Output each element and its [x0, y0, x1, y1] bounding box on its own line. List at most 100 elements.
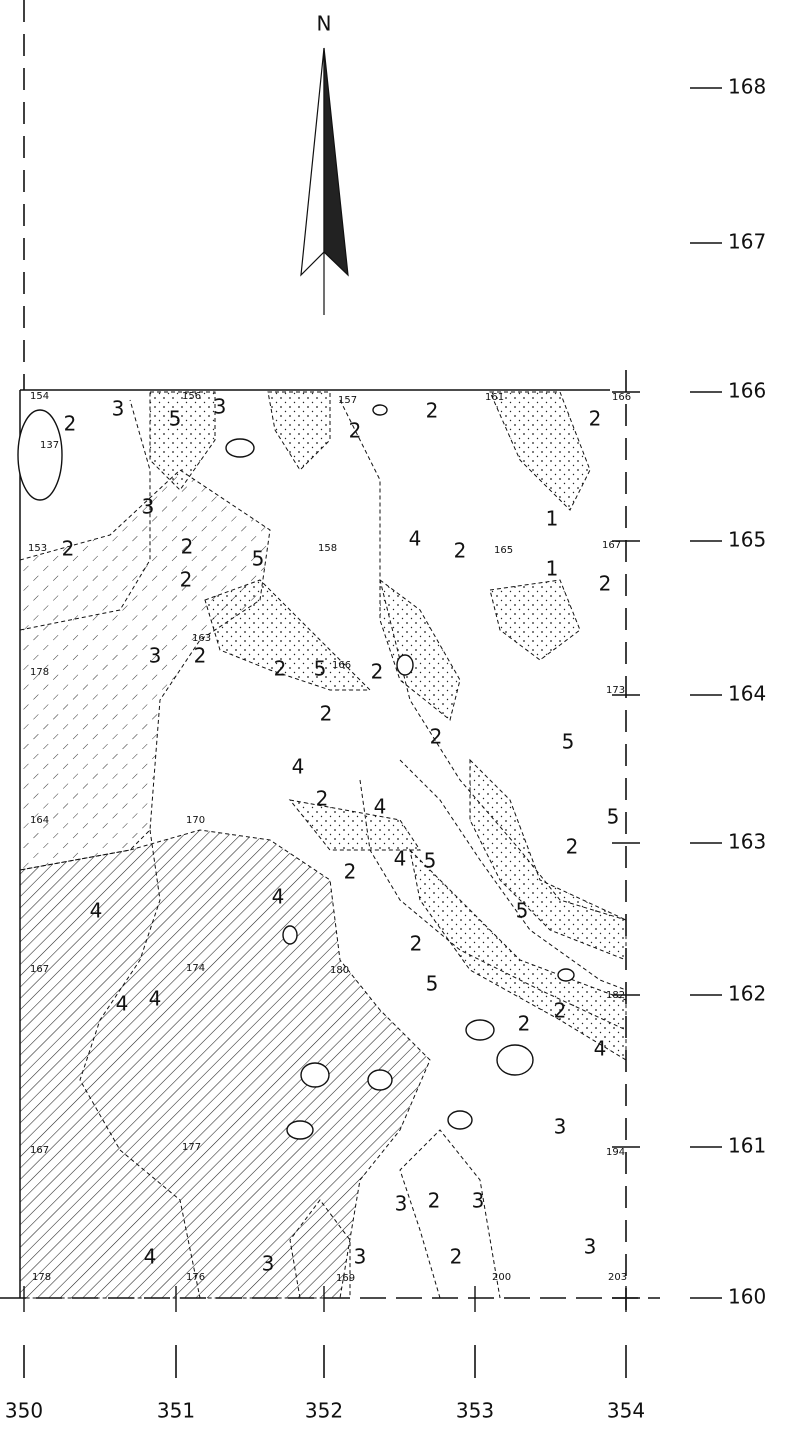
zone-number: 5 — [516, 899, 529, 923]
zone-number: 5 — [424, 849, 437, 873]
elevation-label: 158 — [318, 543, 337, 554]
zone-number: 2 — [428, 1189, 441, 1213]
northing-label: 164 — [728, 682, 766, 706]
elevation-label: 169 — [336, 1273, 355, 1284]
zone-number: 2 — [181, 535, 194, 559]
zone-number: 2 — [344, 860, 357, 884]
elevation-label: 178 — [32, 1272, 51, 1283]
zone-number: 2 — [566, 835, 579, 859]
zone-number: 5 — [314, 657, 327, 681]
zone-number: 4 — [594, 1037, 607, 1061]
zone-number: 1 — [546, 557, 559, 581]
zone-number: 2 — [554, 999, 567, 1023]
zone-number: 4 — [394, 847, 407, 871]
elevation-label: 177 — [182, 1142, 201, 1153]
zone-number: 4 — [116, 992, 129, 1016]
easting-label: 354 — [607, 1399, 645, 1423]
zone-number: 2 — [274, 657, 287, 681]
elevation-label: 161 — [485, 392, 504, 403]
zone-number: 2 — [320, 702, 333, 726]
zone-number: 3 — [584, 1235, 597, 1259]
zone-number: 5 — [169, 407, 182, 431]
elevation-label: 178 — [30, 667, 49, 678]
elevation-label: 203 — [608, 1272, 627, 1283]
elevation-label: 165 — [494, 545, 513, 556]
zone-number: 5 — [607, 805, 620, 829]
zone-boundaries — [19, 399, 627, 1299]
zone-number: 4 — [272, 885, 285, 909]
northing-label: 166 — [728, 379, 766, 403]
elevation-label: 153 — [28, 543, 47, 554]
stones — [17, 404, 575, 1140]
northing-label: 165 — [728, 528, 766, 552]
elevation-label: 163 — [192, 633, 211, 644]
elevation-label: 180 — [330, 965, 349, 976]
zone-number: 2 — [349, 419, 362, 443]
elevation-label: 170 — [186, 815, 205, 826]
elevation-label: 174 — [186, 963, 205, 974]
elevation-label: 164 — [30, 815, 49, 826]
easting-label: 353 — [456, 1399, 494, 1423]
easting-label: 351 — [157, 1399, 195, 1423]
zone-number: 4 — [144, 1245, 157, 1269]
zone-number: 3 — [554, 1115, 567, 1139]
zone-number: 3 — [142, 495, 155, 519]
easting-label: 352 — [305, 1399, 343, 1423]
zone-number: 3 — [112, 397, 125, 421]
zone-number: 5 — [426, 972, 439, 996]
zone-number: 2 — [371, 660, 384, 684]
zone-number: 2 — [518, 1012, 531, 1036]
elevation-label: 182 — [606, 990, 625, 1001]
zone-number: 2 — [454, 539, 467, 563]
zone-number: 5 — [252, 547, 265, 571]
zone-number: 2 — [194, 644, 207, 668]
zone-number: 2 — [180, 568, 193, 592]
zone-number: 2 — [410, 932, 423, 956]
elevation-label: 167 — [30, 964, 49, 975]
elevation-label: 200 — [492, 1272, 511, 1283]
zone-number: 2 — [62, 537, 75, 561]
zone-number: 2 — [316, 787, 329, 811]
zone-number: 4 — [409, 527, 422, 551]
zone-number: 4 — [374, 795, 387, 819]
zone-number: 3 — [214, 395, 227, 419]
zone-number: 2 — [426, 399, 439, 423]
zone-number: 4 — [292, 755, 305, 779]
north-label: N — [317, 12, 332, 36]
zone-number: 2 — [450, 1245, 463, 1269]
northing-label: 163 — [728, 830, 766, 854]
elevation-label: 176 — [186, 1272, 205, 1283]
northing-label: 168 — [728, 75, 766, 99]
elevation-label: 154 — [30, 391, 49, 402]
zone-number: 3 — [149, 644, 162, 668]
elevation-label: 194 — [606, 1147, 625, 1158]
elevation-label: 166 — [612, 392, 631, 403]
zone-number: 4 — [149, 987, 162, 1011]
zone-number: 3 — [262, 1252, 275, 1276]
hatched-areas — [19, 469, 431, 1299]
elevation-label: 173 — [606, 685, 625, 696]
elevation-label: 137 — [40, 440, 59, 451]
elevation-label: 166 — [332, 660, 351, 671]
zone-number: 2 — [589, 407, 602, 431]
elevation-label: 167 — [30, 1145, 49, 1156]
elevation-label: 167 — [602, 540, 621, 551]
elevation-label: 157 — [338, 395, 357, 406]
zone-number: 2 — [599, 572, 612, 596]
elevation-label: 156 — [182, 391, 201, 402]
northing-label: 160 — [728, 1285, 766, 1309]
zone-number: 4 — [90, 899, 103, 923]
zone-number: 3 — [395, 1192, 408, 1216]
northing-label: 167 — [728, 230, 766, 254]
dotted-areas — [149, 391, 627, 1061]
northing-label: 162 — [728, 982, 766, 1006]
zone-number: 5 — [562, 730, 575, 754]
zone-number: 2 — [430, 725, 443, 749]
northing-label: 161 — [728, 1134, 766, 1158]
zone-number: 1 — [546, 507, 559, 531]
zone-number: 2 — [64, 412, 77, 436]
easting-label: 350 — [5, 1399, 43, 1423]
zone-number: 3 — [354, 1245, 367, 1269]
